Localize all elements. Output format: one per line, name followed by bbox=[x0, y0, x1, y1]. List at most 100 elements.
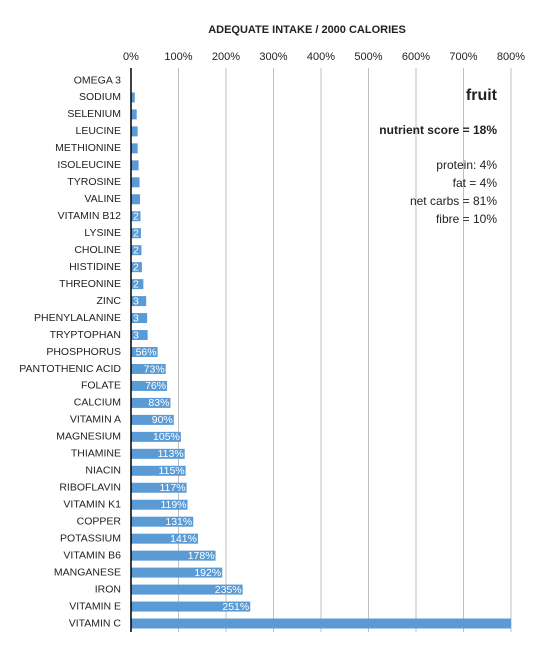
data-label: 73% bbox=[144, 363, 165, 375]
bar bbox=[131, 533, 198, 544]
y-tick-label: CALCIUM bbox=[74, 397, 121, 409]
x-tick-label: 100% bbox=[164, 51, 192, 63]
y-tick-label: OMEGA 3 bbox=[74, 74, 121, 86]
y-tick-label: PHOSPHORUS bbox=[46, 346, 121, 358]
data-label: 2 bbox=[133, 244, 139, 256]
bar bbox=[131, 584, 243, 595]
bar bbox=[131, 330, 148, 341]
x-tick-label: 0% bbox=[123, 51, 139, 63]
data-label: 90% bbox=[152, 414, 173, 426]
data-label: 141% bbox=[170, 533, 197, 545]
data-label: 119% bbox=[160, 499, 186, 511]
bar bbox=[131, 245, 142, 256]
grid bbox=[178, 68, 512, 632]
y-tick-label: HISTIDINE bbox=[69, 261, 121, 273]
annotation: nutrient score = 18% bbox=[379, 123, 497, 137]
data-label: 2 bbox=[133, 227, 139, 239]
bar bbox=[131, 516, 194, 527]
y-tick-label: THIAMINE bbox=[71, 448, 121, 460]
bar bbox=[131, 567, 223, 578]
data-label: 76% bbox=[145, 380, 166, 392]
x-tick-label: 500% bbox=[354, 51, 382, 63]
bar bbox=[131, 313, 148, 324]
y-tick-label: LYSINE bbox=[84, 227, 121, 239]
y-tick-label: VITAMIN A bbox=[70, 414, 121, 426]
data-label: 251% bbox=[222, 601, 249, 613]
y-tick-label: VITAMIN K1 bbox=[63, 499, 121, 511]
bar bbox=[131, 279, 144, 290]
annotation: fibre = 10% bbox=[436, 212, 497, 226]
y-tick-label: MANGANESE bbox=[54, 566, 121, 578]
annotation: protein: 4% bbox=[436, 158, 497, 172]
bar bbox=[131, 109, 137, 120]
bar bbox=[131, 482, 187, 493]
bar bbox=[131, 143, 138, 154]
labels: 0% 100% 200% 300% 400% 500% 600% 700% 800% OMEGA … bbox=[19, 51, 525, 632]
x-tick-label: 200% bbox=[212, 51, 240, 63]
bar bbox=[131, 160, 139, 171]
annotation: fat = 4% bbox=[453, 176, 498, 190]
y-tick-label: FOLATE bbox=[81, 380, 121, 392]
y-tick-label: ISOLEUCINE bbox=[57, 159, 121, 171]
y-tick-label: SELENIUM bbox=[67, 108, 121, 120]
bar bbox=[131, 550, 216, 561]
y-tick-label: METHIONINE bbox=[55, 142, 121, 154]
bar bbox=[131, 347, 158, 357]
bar bbox=[131, 431, 181, 442]
x-tick-label: 700% bbox=[449, 51, 477, 63]
data-label: 2 bbox=[133, 278, 139, 290]
y-tick-label: VITAMIN B12 bbox=[58, 210, 122, 222]
y-tick-label: VALINE bbox=[84, 193, 121, 205]
x-tick-label: 600% bbox=[402, 51, 430, 63]
data-label: 235% bbox=[215, 584, 242, 596]
bars bbox=[131, 92, 511, 629]
data-label: 2 bbox=[133, 261, 139, 273]
data-label: 83% bbox=[148, 397, 169, 409]
y-tick-label: RIBOFLAVIN bbox=[59, 482, 121, 494]
bar bbox=[131, 228, 141, 239]
data-label: 105% bbox=[153, 431, 180, 443]
data-label: 3 bbox=[133, 312, 139, 324]
bar bbox=[131, 177, 140, 188]
bar bbox=[131, 414, 174, 425]
x-tick-label: 800% bbox=[497, 51, 525, 63]
bar bbox=[131, 262, 142, 273]
y-tick-label: TRYPTOPHAN bbox=[50, 329, 121, 341]
data-label: 192% bbox=[194, 567, 221, 579]
data-label: 117% bbox=[159, 482, 185, 494]
y-tick-label: SODIUM bbox=[79, 91, 121, 103]
chart-title: ADEQUATE INTAKE / 2000 CALORIES bbox=[208, 24, 406, 36]
y-tick-label: CHOLINE bbox=[74, 244, 121, 256]
bar bbox=[131, 296, 147, 307]
bar bbox=[131, 363, 166, 374]
y-tick-label: VITAMIN C bbox=[69, 617, 122, 629]
x-tick-label: 400% bbox=[307, 51, 335, 63]
data-label: 56% bbox=[136, 346, 157, 358]
data-label: 3 bbox=[133, 295, 139, 307]
bar bbox=[131, 601, 251, 612]
y-tick-label: VITAMIN B6 bbox=[63, 549, 121, 561]
y-tick-label: LEUCINE bbox=[75, 125, 121, 137]
bar bbox=[131, 194, 141, 205]
y-tick-label: IRON bbox=[95, 583, 121, 595]
bar bbox=[131, 448, 185, 459]
y-tick-label: TYROSINE bbox=[67, 176, 121, 188]
y-tick-label: PHENYLALANINE bbox=[34, 312, 121, 324]
y-tick-label: ZINC bbox=[97, 295, 122, 307]
y-tick-label: PANTOTHENIC ACID bbox=[19, 363, 121, 375]
data-label: 115% bbox=[159, 465, 185, 477]
x-tick-label: 300% bbox=[259, 51, 287, 63]
y-tick-label: THREONINE bbox=[59, 278, 121, 290]
y-tick-label: VITAMIN E bbox=[69, 600, 121, 612]
y-tick-label: POTASSIUM bbox=[60, 532, 121, 544]
bar bbox=[131, 92, 135, 103]
data-label: 131% bbox=[165, 516, 192, 528]
y-tick-label: COPPER bbox=[77, 515, 122, 527]
data-label: 3 bbox=[133, 329, 139, 341]
bar bbox=[131, 126, 138, 137]
bar bbox=[131, 465, 186, 476]
y-tick-label: NIACIN bbox=[85, 465, 121, 477]
data-label: 178% bbox=[188, 550, 215, 562]
bar bbox=[131, 618, 511, 629]
